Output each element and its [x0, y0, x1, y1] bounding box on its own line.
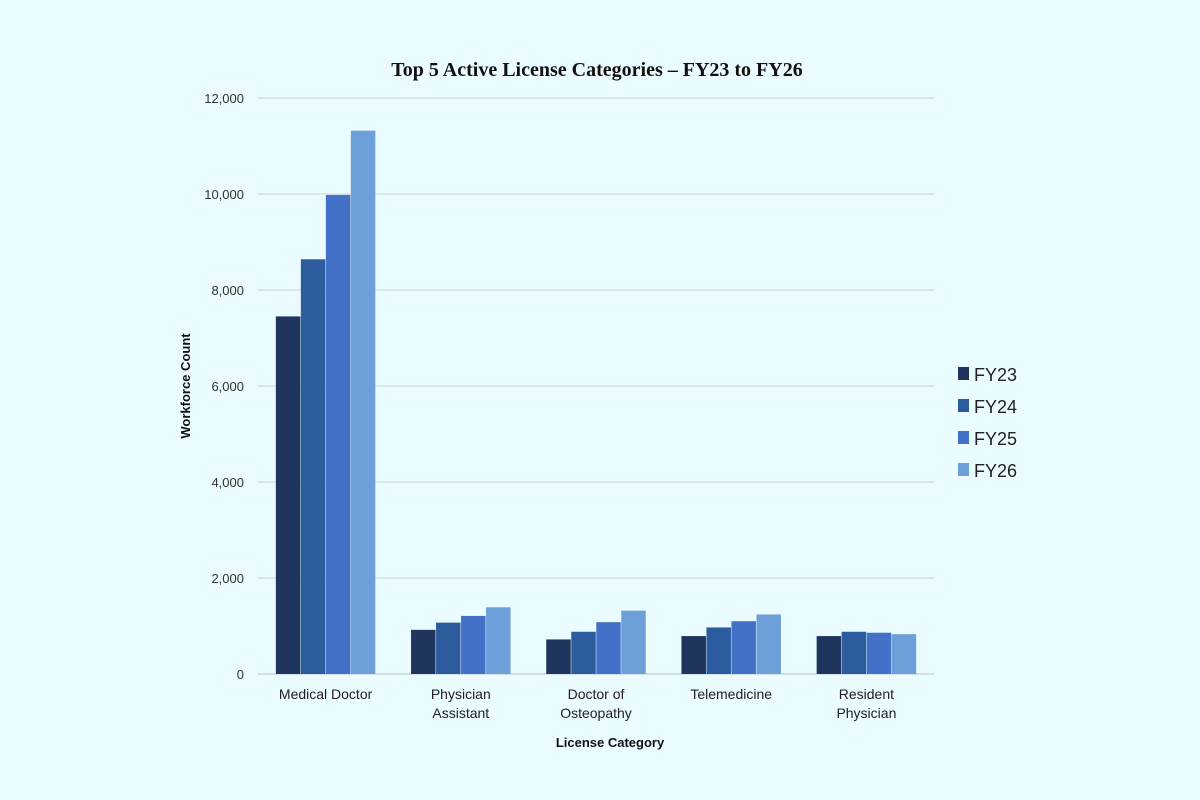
x-tick-label: Osteopathy	[560, 705, 632, 721]
x-tick-label: Physician	[836, 705, 896, 721]
y-tick-label: 0	[237, 667, 244, 682]
bar-fy23	[411, 629, 436, 674]
x-tick-label: Medical Doctor	[279, 686, 373, 702]
bar-fy26	[350, 130, 376, 674]
x-axis-labels: Medical Doctor Physician Assistant Doctor o…	[279, 686, 896, 721]
bar-fy24	[706, 627, 731, 674]
x-tick-label: Doctor of	[568, 686, 625, 702]
bar-fy23	[275, 316, 301, 674]
bars	[275, 130, 917, 674]
bar-fy26	[891, 634, 917, 674]
x-tick-label: Telemedicine	[690, 686, 772, 702]
bar-fy23	[546, 639, 571, 674]
bar-fy23	[816, 636, 842, 674]
x-tick-label: Resident	[839, 686, 894, 702]
bar-fy23	[681, 636, 706, 674]
legend: FY23 FY24 FY25 FY26	[958, 365, 1017, 481]
y-axis-ticks: 0 2,000 4,000 6,000 8,000 10,000 12,000	[204, 91, 244, 682]
bar-fy26	[756, 614, 781, 674]
bar-fy26	[486, 607, 511, 674]
bar-fy24	[571, 631, 596, 674]
y-tick-label: 6,000	[211, 379, 244, 394]
legend-swatch	[958, 463, 969, 476]
legend-label: FY26	[974, 461, 1017, 481]
y-tick-label: 4,000	[211, 475, 244, 490]
bar-fy24	[841, 631, 867, 674]
legend-swatch	[958, 367, 969, 380]
bar-fy26	[621, 610, 646, 674]
x-axis-title: License Category	[556, 735, 665, 750]
legend-label: FY25	[974, 429, 1017, 449]
x-tick-label: Physician	[431, 686, 491, 702]
bar-fy24	[436, 622, 461, 674]
bar-fy25	[731, 621, 756, 674]
y-tick-label: 8,000	[211, 283, 244, 298]
legend-swatch	[958, 431, 969, 444]
bar-fy24	[300, 259, 326, 674]
legend-label: FY23	[974, 365, 1017, 385]
y-tick-label: 12,000	[204, 91, 244, 106]
y-axis-title: Workforce Count	[178, 333, 193, 439]
y-tick-label: 10,000	[204, 187, 244, 202]
y-tick-label: 2,000	[211, 571, 244, 586]
bar-fy25	[461, 615, 486, 674]
bar-fy25	[325, 194, 351, 674]
legend-label: FY24	[974, 397, 1017, 417]
legend-swatch	[958, 399, 969, 412]
bar-fy25	[596, 622, 621, 674]
bar-fy25	[866, 632, 892, 674]
chart-title: Top 5 Active License Categories – FY23 t…	[391, 59, 802, 81]
x-tick-label: Assistant	[432, 705, 489, 721]
